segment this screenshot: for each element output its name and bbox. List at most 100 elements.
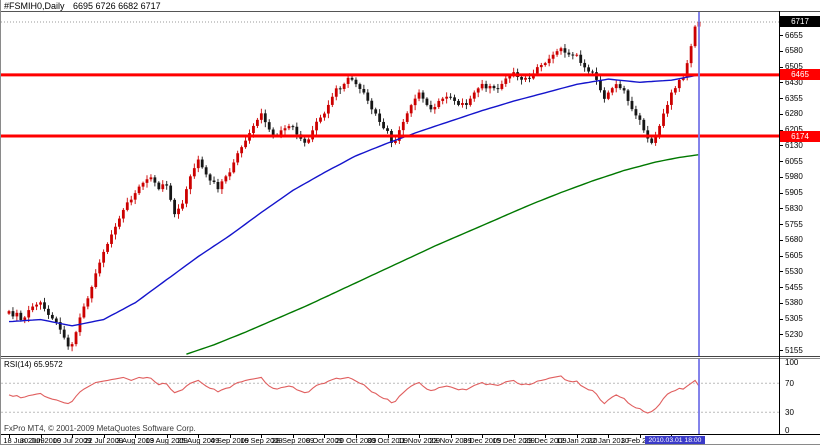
candle — [330, 96, 334, 105]
candle — [634, 109, 638, 116]
rsi-chart-area[interactable] — [1, 359, 779, 434]
ma-slow-line — [186, 154, 700, 355]
x-axis-label: 25 Aug 2009 — [177, 436, 220, 445]
x-axis-tick — [261, 435, 263, 438]
y-axis-label: 5980 — [785, 172, 803, 182]
y-axis-label: 5455 — [785, 282, 803, 292]
candle — [654, 134, 658, 143]
y-axis-tick — [779, 66, 783, 68]
candle — [547, 58, 551, 64]
y-axis-tick — [779, 287, 783, 288]
candle — [173, 199, 177, 215]
candle — [129, 199, 133, 203]
candle — [334, 88, 338, 97]
panel-separator[interactable] — [1, 356, 820, 357]
x-axis-tick — [72, 435, 74, 438]
candle — [15, 312, 19, 317]
x-axis-tick — [639, 435, 641, 438]
candle — [228, 172, 232, 177]
candle — [378, 113, 382, 122]
rsi-axis-label: 30 — [785, 407, 794, 417]
x-axis-tick — [135, 435, 137, 438]
x-axis-tick — [103, 435, 105, 438]
candle — [125, 202, 129, 210]
candle — [409, 105, 413, 114]
candle — [165, 184, 169, 186]
candle — [315, 121, 318, 131]
candle — [425, 98, 429, 105]
y-axis-label: 6505 — [785, 62, 803, 71]
x-axis-label: 3 Feb 2010 — [620, 436, 659, 445]
time-axis-line — [1, 434, 820, 435]
candle — [240, 147, 244, 154]
x-axis-label: 18 Jun 2009 — [3, 436, 45, 445]
resistance-price-tag: 6465 — [780, 69, 820, 81]
y-axis-label: 5680 — [785, 235, 803, 245]
candle — [670, 92, 673, 105]
y-axis-tick — [779, 192, 783, 194]
x-axis-label: 13 Aug 2009 — [145, 436, 188, 445]
candle — [413, 98, 417, 106]
y-axis-label: 5230 — [785, 329, 803, 339]
x-axis-tick — [198, 435, 200, 438]
x-axis-tick — [229, 435, 231, 438]
candle — [303, 138, 307, 143]
candle — [149, 177, 153, 180]
x-axis-tick — [9, 435, 10, 438]
candle — [291, 126, 295, 128]
rsi-axis-label: 0 — [785, 426, 790, 435]
x-axis-tick — [576, 435, 578, 438]
candle — [689, 46, 693, 64]
candle — [591, 71, 594, 73]
price-chart-area[interactable] — [1, 12, 779, 356]
candle — [27, 310, 31, 318]
candle — [114, 226, 117, 235]
candle — [464, 103, 468, 105]
y-axis-tick — [779, 239, 783, 241]
candle — [283, 128, 287, 131]
candle — [575, 54, 579, 56]
candle — [200, 159, 204, 168]
x-axis-label: 28 Sep 2009 — [271, 436, 315, 445]
candle — [133, 193, 137, 200]
chart-title: #FSMIH0,Daily 6695 6726 6682 6717 — [4, 1, 167, 11]
candle — [421, 92, 425, 99]
candle — [370, 100, 374, 110]
candle — [602, 90, 606, 99]
candle — [638, 115, 642, 120]
candle — [528, 77, 531, 79]
candle — [366, 92, 370, 101]
candle — [271, 129, 275, 135]
candle — [86, 298, 90, 307]
current-price-tag: 6717 — [780, 16, 820, 28]
candle — [192, 168, 196, 177]
candle — [374, 109, 378, 114]
candle — [118, 218, 121, 227]
candle — [693, 26, 697, 47]
x-axis-label: 15 Dec 2009 — [492, 436, 535, 445]
symbol-period-label: #FSMIH0,Daily — [4, 1, 65, 11]
candle — [279, 130, 283, 136]
candle — [433, 107, 437, 110]
candle — [90, 287, 94, 299]
y-axis-label: 5530 — [785, 266, 803, 276]
x-axis-tick — [40, 435, 42, 438]
y-axis-tick — [779, 82, 783, 84]
x-axis-tick — [324, 435, 326, 438]
candle — [543, 63, 547, 66]
candle — [614, 84, 618, 89]
candle — [35, 304, 39, 307]
candle — [461, 103, 464, 105]
y-axis-tick — [779, 129, 783, 131]
candle — [323, 113, 326, 118]
candle — [98, 262, 102, 274]
candle — [673, 88, 677, 93]
y-axis-label: 5830 — [785, 203, 803, 213]
candle — [196, 159, 200, 169]
candle — [677, 79, 681, 89]
candle — [110, 234, 113, 244]
candle — [599, 79, 602, 91]
y-axis-tick — [779, 302, 783, 304]
candle — [618, 84, 622, 89]
candle — [386, 128, 389, 131]
